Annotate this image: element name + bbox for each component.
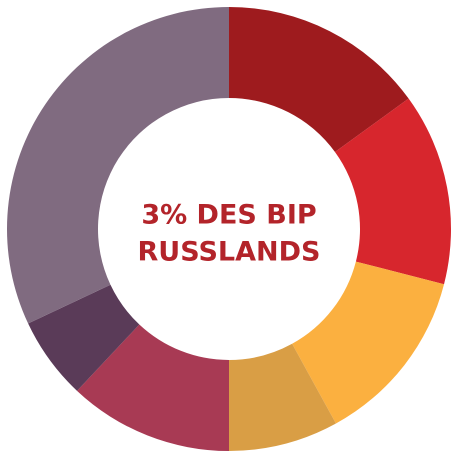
donut-slice [229, 343, 336, 451]
donut-slice [292, 261, 445, 424]
donut-slice [28, 284, 140, 391]
donut-slice [77, 324, 229, 451]
center-title: 3% DES BIP [141, 200, 316, 231]
donut [6, 7, 452, 451]
donut-slice [229, 7, 409, 153]
center-title: RUSSLANDS [138, 237, 321, 268]
donut-slice [6, 7, 230, 324]
donut-slice [334, 98, 452, 285]
